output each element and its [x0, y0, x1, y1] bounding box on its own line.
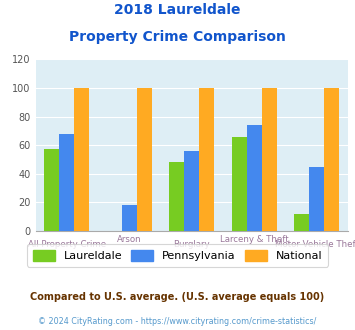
Bar [324, 88, 339, 231]
Bar [59, 134, 74, 231]
Bar [309, 167, 324, 231]
Legend: Laureldale, Pennsylvania, National: Laureldale, Pennsylvania, National [27, 244, 328, 267]
Bar [294, 214, 309, 231]
Bar [169, 162, 184, 231]
Bar [74, 88, 89, 231]
Text: Property Crime Comparison: Property Crime Comparison [69, 30, 286, 44]
Text: Larceny & Theft: Larceny & Theft [220, 235, 289, 244]
Text: 2018 Laureldale: 2018 Laureldale [114, 3, 241, 17]
Text: Arson: Arson [117, 235, 142, 244]
Bar [122, 205, 137, 231]
Text: All Property Crime: All Property Crime [28, 241, 106, 249]
Text: Burglary: Burglary [173, 241, 210, 249]
Bar [199, 88, 214, 231]
Bar [262, 88, 277, 231]
Bar [137, 88, 152, 231]
Text: Motor Vehicle Theft: Motor Vehicle Theft [275, 241, 355, 249]
Bar [44, 149, 59, 231]
Text: © 2024 CityRating.com - https://www.cityrating.com/crime-statistics/: © 2024 CityRating.com - https://www.city… [38, 317, 317, 326]
Bar [184, 151, 199, 231]
Text: Compared to U.S. average. (U.S. average equals 100): Compared to U.S. average. (U.S. average … [31, 292, 324, 302]
Bar [247, 125, 262, 231]
Bar [232, 137, 247, 231]
